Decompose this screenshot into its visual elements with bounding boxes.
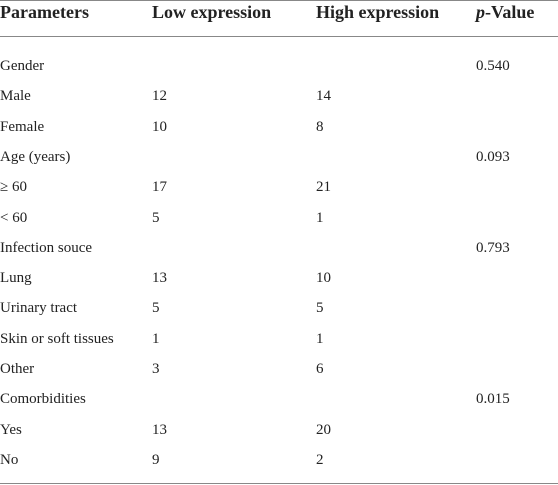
table-cell: Comorbidities <box>0 391 86 408</box>
table-cell: 10 <box>316 270 331 287</box>
table-cell: 10 <box>152 118 167 135</box>
header-emphasis: p <box>476 2 485 22</box>
table-cell: 1 <box>316 209 324 226</box>
table-cell: Male <box>0 88 31 105</box>
table-cell: 5 <box>316 300 324 317</box>
table-cell: No <box>0 451 19 468</box>
table-cell: 0.793 <box>476 239 510 256</box>
table-cell: 2 <box>316 451 324 468</box>
table-cell: Age (years) <box>0 148 71 165</box>
bottom-rule <box>0 483 558 484</box>
header-rule <box>0 36 558 37</box>
table-cell: 0.540 <box>476 58 510 74</box>
table-cell: 1 <box>316 330 324 347</box>
top-rule <box>0 0 558 1</box>
table-cell: 6 <box>316 361 324 377</box>
table-cell: Urinary tract <box>0 300 78 317</box>
table-cell: Gender <box>0 58 45 74</box>
table-cell: Yes <box>0 421 22 438</box>
table-cell: Other <box>0 361 35 377</box>
table-cell: Lung <box>0 270 32 287</box>
table-cell: 0.015 <box>476 391 510 408</box>
table-cell: 8 <box>316 118 324 135</box>
table-cell: Skin or soft tissues <box>0 330 114 347</box>
column-header: Low expression <box>152 2 272 22</box>
table-cell: 20 <box>316 421 331 438</box>
table-cell: 9 <box>152 451 160 468</box>
table-cell: Female <box>0 118 45 135</box>
column-header: Parameters <box>0 2 89 22</box>
column-header: p-Value <box>476 2 534 22</box>
table-cell: 12 <box>152 88 167 105</box>
table-cell: 13 <box>152 270 167 287</box>
table-cell: 21 <box>316 179 331 196</box>
table-cell: 0.093 <box>476 148 510 165</box>
table-cell: 5 <box>152 209 160 226</box>
table-cell: 14 <box>316 88 331 105</box>
table-cell: 17 <box>152 179 167 196</box>
table-cell: 3 <box>152 361 160 377</box>
table-cell: 1 <box>152 330 160 347</box>
table-cell: Infection souce <box>0 239 93 256</box>
table-cell: < 60 <box>0 209 28 226</box>
table-cell: 13 <box>152 421 167 438</box>
header-text: -Value <box>485 2 535 22</box>
table-cell: ≥ 60 <box>0 179 27 196</box>
table-cell: 5 <box>152 300 160 317</box>
column-header: High expression <box>316 2 440 22</box>
